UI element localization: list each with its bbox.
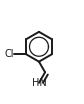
- Text: Cl: Cl: [4, 49, 14, 59]
- Text: HN: HN: [32, 78, 46, 88]
